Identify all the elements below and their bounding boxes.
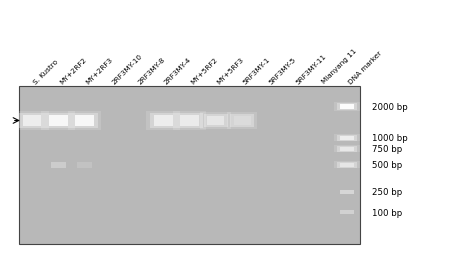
Bar — [337, 104, 357, 110]
Bar — [201, 113, 231, 130]
Bar — [68, 111, 101, 131]
Bar — [150, 114, 176, 128]
Bar — [23, 116, 41, 126]
Text: MY+5RF3: MY+5RF3 — [216, 56, 245, 85]
Bar — [207, 116, 224, 126]
Text: MY+5RF2: MY+5RF2 — [190, 56, 219, 85]
Bar — [334, 103, 360, 111]
Bar — [334, 146, 360, 153]
Bar — [72, 113, 98, 129]
Bar — [337, 162, 357, 168]
Bar — [340, 190, 354, 194]
Bar — [41, 111, 75, 131]
Bar — [19, 113, 45, 129]
Text: 1000 bp: 1000 bp — [372, 134, 408, 143]
Bar — [340, 136, 354, 140]
Bar — [51, 162, 66, 168]
Text: 5RF3MY-11: 5RF3MY-11 — [295, 53, 327, 85]
Bar — [337, 136, 357, 141]
Bar — [334, 135, 360, 142]
Text: 2000 bp: 2000 bp — [372, 102, 408, 111]
Text: Mianyang 11: Mianyang 11 — [321, 48, 358, 85]
Bar — [75, 116, 94, 126]
Bar — [340, 104, 354, 109]
Bar — [337, 147, 357, 152]
Text: 100 bp: 100 bp — [372, 208, 402, 217]
Bar — [19, 86, 360, 244]
Bar — [45, 113, 72, 129]
Bar — [204, 114, 228, 128]
Text: 750 bp: 750 bp — [372, 145, 402, 154]
Bar — [173, 112, 207, 130]
Text: 2RF3MY-8: 2RF3MY-8 — [137, 56, 166, 85]
Bar — [340, 210, 354, 214]
Bar — [230, 115, 254, 128]
Bar — [234, 116, 251, 125]
Text: 2RF3MY-10: 2RF3MY-10 — [111, 53, 143, 85]
Text: 2RF3MY-4: 2RF3MY-4 — [164, 56, 192, 85]
Bar — [180, 116, 199, 126]
Text: S. Kustro: S. Kustro — [32, 58, 59, 85]
Bar — [15, 111, 49, 131]
Bar — [340, 163, 354, 167]
Bar — [146, 112, 180, 130]
Text: 500 bp: 500 bp — [372, 161, 402, 170]
Text: MY+2RF2: MY+2RF2 — [58, 56, 87, 85]
Bar — [49, 116, 68, 126]
Bar — [77, 162, 92, 168]
Text: 5RF3MY-1: 5RF3MY-1 — [242, 56, 271, 85]
Bar — [340, 147, 354, 151]
Text: MY+2RF3: MY+2RF3 — [84, 56, 114, 85]
Bar — [154, 116, 173, 126]
Bar — [334, 162, 360, 169]
Text: 250 bp: 250 bp — [372, 187, 402, 196]
Bar — [176, 114, 203, 128]
Text: DNA marker: DNA marker — [347, 50, 383, 85]
Text: 5RF3MY-5: 5RF3MY-5 — [268, 56, 298, 85]
Bar — [227, 113, 257, 129]
